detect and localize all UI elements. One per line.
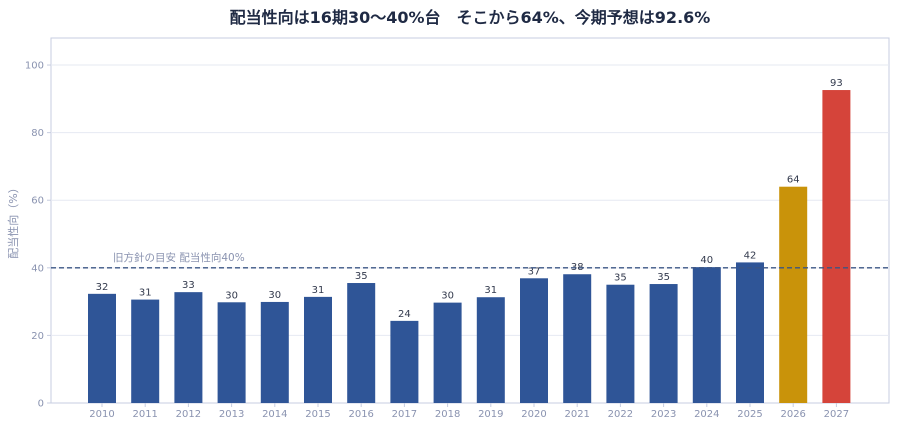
- data-label-2010: 32: [96, 282, 109, 293]
- y-tick-label: 20: [31, 331, 44, 342]
- bars: [88, 90, 851, 403]
- data-label-2024: 40: [700, 255, 713, 266]
- x-tick-label-2021: 2021: [564, 409, 589, 420]
- x-tick-label-2013: 2013: [219, 409, 244, 420]
- y-axis-label: 配当性向（%）: [6, 182, 20, 258]
- bar-2011: [131, 299, 160, 403]
- data-label-2023: 35: [657, 272, 670, 283]
- reference-line-label: 旧方針の目安 配当性向40%: [113, 251, 245, 264]
- bar-2025: [736, 262, 764, 403]
- bar-2010: [88, 293, 116, 403]
- bar-2023: [649, 284, 678, 403]
- bar-2016: [347, 283, 376, 403]
- x-tick-label-2017: 2017: [392, 409, 417, 420]
- data-label-2011: 31: [139, 288, 152, 299]
- y-tick-label: 100: [25, 61, 44, 72]
- data-label-2013: 30: [225, 290, 238, 301]
- x-tick-label-2011: 2011: [132, 409, 157, 420]
- y-axis-ticks: 0 20 40 60 80 100: [25, 61, 51, 410]
- data-label-2026: 64: [787, 175, 800, 186]
- x-tick-label-2019: 2019: [478, 409, 503, 420]
- x-tick-label-2015: 2015: [305, 409, 330, 420]
- x-tick-label-2024: 2024: [694, 409, 719, 420]
- data-labels: 32 31 33 30 30 31 35 24 30 31 37 38 35 35 40 42 64 93: [96, 78, 843, 320]
- x-tick-label-2016: 2016: [348, 409, 373, 420]
- bar-2022: [606, 284, 635, 403]
- bar-2019: [476, 297, 505, 403]
- x-tick-label-2010: 2010: [89, 409, 114, 420]
- data-label-2017: 24: [398, 309, 411, 320]
- x-tick-label-2027: 2027: [824, 409, 849, 420]
- chart-title: 配当性向は16期30〜40%台 そこから64%、今期予想は92.6%: [230, 8, 711, 27]
- x-tick-label-2012: 2012: [176, 409, 201, 420]
- data-label-2019: 31: [484, 285, 497, 296]
- data-label-2020: 37: [528, 266, 541, 277]
- x-tick-label-2023: 2023: [651, 409, 676, 420]
- bar-2027: [822, 90, 851, 403]
- bar-2012: [174, 292, 203, 403]
- x-tick-label-2026: 2026: [780, 409, 805, 420]
- bar-2014: [260, 301, 289, 403]
- data-label-2012: 33: [182, 280, 195, 291]
- bar-2017: [390, 320, 419, 403]
- data-label-2016: 35: [355, 271, 368, 282]
- data-label-2014: 30: [268, 290, 281, 301]
- data-label-2027: 93: [830, 78, 843, 89]
- y-tick-label: 40: [31, 263, 44, 274]
- x-axis-ticks: 2010 2011 2012 2013 2014 2015 2016 2017 2018 2019…: [89, 403, 849, 420]
- bar-2020: [520, 278, 548, 403]
- data-label-2021: 38: [571, 262, 584, 273]
- y-tick-label: 80: [31, 128, 44, 139]
- data-label-2015: 31: [312, 285, 325, 296]
- bar-2024: [692, 267, 721, 403]
- x-tick-label-2018: 2018: [435, 409, 460, 420]
- x-tick-label-2014: 2014: [262, 409, 287, 420]
- reference-line-group: 旧方針の目安 配当性向40%: [51, 251, 889, 269]
- data-label-2018: 30: [441, 291, 454, 302]
- y-tick-label: 60: [31, 196, 44, 207]
- x-tick-label-2022: 2022: [608, 409, 633, 420]
- bar-2021: [563, 274, 592, 403]
- data-label-2022: 35: [614, 273, 627, 284]
- x-tick-label-2020: 2020: [521, 409, 546, 420]
- y-tick-label: 0: [38, 399, 44, 410]
- bar-2026: [779, 186, 808, 403]
- data-label-2025: 42: [744, 250, 757, 261]
- x-tick-label-2025: 2025: [737, 409, 762, 420]
- bar-2015: [304, 296, 332, 403]
- bar-2013: [217, 302, 246, 403]
- bar-2018: [433, 302, 462, 403]
